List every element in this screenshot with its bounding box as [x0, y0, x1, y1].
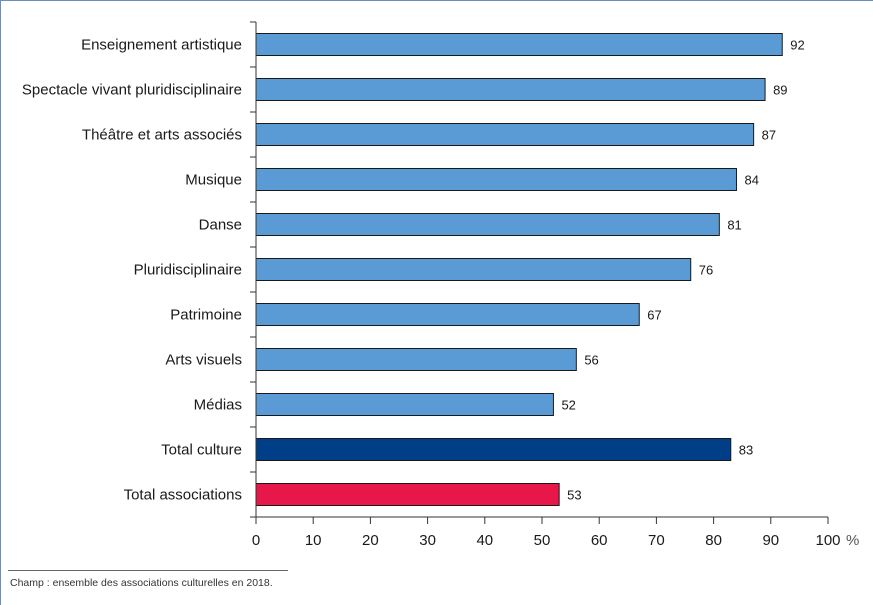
bar	[255, 348, 577, 371]
x-tick-label: 90	[762, 532, 779, 549]
x-tick-label: 20	[362, 532, 379, 549]
category-label: Total associations	[124, 487, 242, 504]
x-tick-label: 30	[419, 532, 436, 549]
bar	[255, 393, 554, 416]
x-axis-unit: %	[846, 532, 859, 549]
value-label: 52	[561, 398, 575, 413]
bar	[255, 33, 783, 56]
category-label: Total culture	[161, 442, 242, 459]
bar	[255, 213, 720, 236]
value-labels: 92 89 87 84 81 76 67 56 52 83 53	[561, 38, 804, 503]
category-label: Théâtre et arts associés	[82, 127, 242, 144]
x-tick-label: 40	[476, 532, 493, 549]
x-tick-labels: 0 10 20 30 40 50 60 70 80 90 100	[252, 532, 841, 549]
category-label: Danse	[199, 217, 242, 234]
value-label: 84	[744, 173, 758, 188]
category-label: Pluridisciplinaire	[134, 262, 242, 279]
x-tick-label: 80	[705, 532, 722, 549]
value-label: 81	[727, 218, 741, 233]
x-tick-label: 100	[815, 532, 840, 549]
axes	[255, 22, 829, 524]
footnote: Champ : ensemble des associations cultur…	[10, 577, 273, 589]
bars	[255, 33, 783, 506]
category-label: Musique	[185, 172, 242, 189]
category-label: Patrimoine	[170, 307, 242, 324]
bar	[255, 168, 737, 191]
bar	[255, 438, 732, 461]
tick-marks	[250, 21, 256, 518]
value-label: 53	[567, 488, 581, 503]
x-tick-label: 60	[591, 532, 608, 549]
x-tick-label: 10	[305, 532, 322, 549]
bar	[255, 303, 640, 326]
value-label: 87	[762, 128, 776, 143]
x-tick-label: 50	[534, 532, 551, 549]
value-label: 56	[584, 353, 598, 368]
category-label: Médias	[194, 397, 242, 414]
bar	[255, 258, 692, 281]
value-label: 89	[773, 83, 787, 98]
bar	[255, 78, 766, 101]
category-label: Spectacle vivant pluridisciplinaire	[22, 82, 242, 99]
footnote-rule	[8, 570, 288, 571]
category-label: Enseignement artistique	[81, 37, 242, 54]
x-tick-label: 0	[252, 532, 260, 549]
x-tick-label: 70	[648, 532, 665, 549]
value-label: 83	[739, 443, 753, 458]
category-label: Arts visuels	[165, 352, 242, 369]
category-labels: Enseignement artistique Spectacle vivant …	[22, 37, 242, 504]
bar	[255, 123, 755, 146]
value-label: 67	[647, 308, 661, 323]
bar	[255, 483, 560, 506]
value-label: 92	[790, 38, 804, 53]
value-label: 76	[699, 263, 713, 278]
